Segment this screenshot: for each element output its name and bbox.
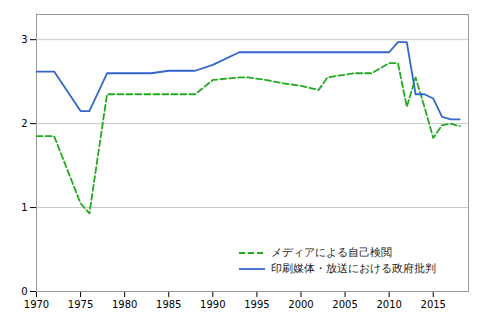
svg-text:1990: 1990 [200, 299, 225, 310]
html-text:印刷媒体・放送における政府批判: 印刷媒体・放送における政府批判 [271, 262, 436, 275]
svg-text:2: 2 [21, 118, 27, 129]
svg-text:1995: 1995 [244, 299, 269, 310]
svg-text:1980: 1980 [112, 299, 137, 310]
svg-text:2015: 2015 [421, 299, 446, 310]
html-text:メディアによる自己検閲: メディアによる自己検閲 [271, 246, 392, 259]
svg-text:0: 0 [21, 286, 27, 297]
svg-text:2005: 2005 [332, 299, 357, 310]
svg-text:1975: 1975 [68, 299, 93, 310]
svg-text:1970: 1970 [24, 299, 49, 310]
svg-text:1985: 1985 [156, 299, 181, 310]
svg-text:1: 1 [21, 202, 27, 213]
svg-text:3: 3 [21, 34, 27, 45]
svg-text:2000: 2000 [288, 299, 313, 310]
svg-text:2010: 2010 [376, 299, 401, 310]
